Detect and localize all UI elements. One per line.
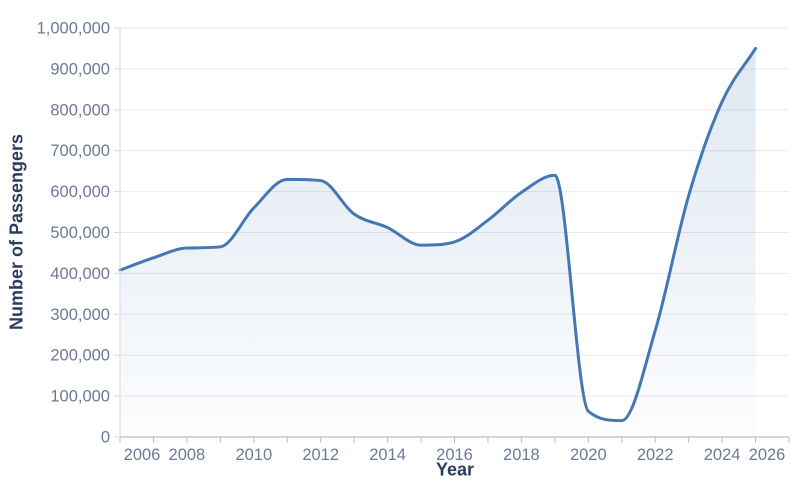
x-tick-label: 2016 [436, 446, 473, 464]
y-tick-label: 100,000 [50, 388, 110, 406]
x-axis-title: Year [435, 459, 475, 480]
series-line [118, 46, 758, 423]
y-axis-title: Number of Passengers [6, 133, 27, 331]
y-tick-label: 1,000,000 [37, 20, 110, 38]
y-tick-label: 500,000 [50, 224, 110, 242]
x-tick-label: 2008 [169, 446, 206, 464]
y-tick-label: 300,000 [50, 306, 110, 324]
x-tick-label: 2018 [503, 446, 540, 464]
y-tick-label: 900,000 [50, 60, 110, 78]
x-tick-label: 2020 [570, 446, 607, 464]
y-tick-label: 0 [101, 429, 110, 447]
x-tick-label: 2026 [749, 446, 786, 464]
y-tick-label: 200,000 [50, 347, 110, 365]
x-tick-label: 2012 [302, 446, 339, 464]
x-tick-label: 2024 [704, 446, 741, 464]
x-tick-label: 2022 [637, 446, 674, 464]
y-tick-label: 600,000 [50, 183, 110, 201]
x-tick-label: 2014 [369, 446, 406, 464]
y-tick-label: 700,000 [50, 142, 110, 160]
series-area [120, 48, 756, 437]
x-tick-label: 2010 [235, 446, 272, 464]
y-tick-label: 400,000 [50, 265, 110, 283]
y-tick-label: 800,000 [50, 101, 110, 119]
x-tick-label: 2006 [124, 446, 161, 464]
ticks-group: 0 100,000 200,000 300,000 400,000 500,000 600,… [37, 20, 790, 464]
